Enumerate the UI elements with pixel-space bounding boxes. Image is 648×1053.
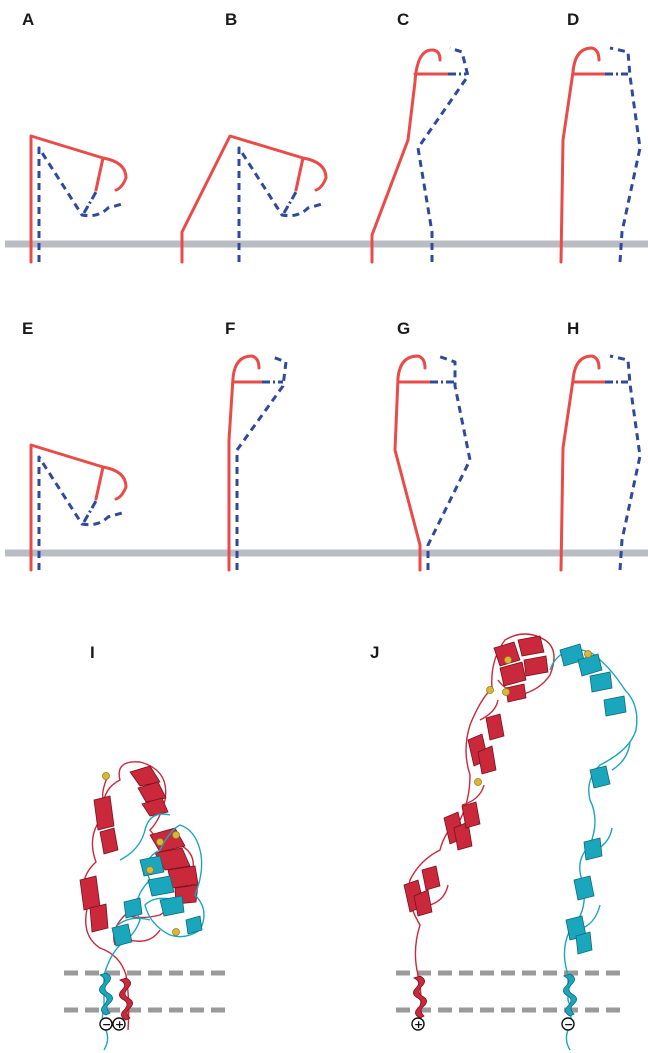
panel-j-extended-structure: J <box>370 633 638 1051</box>
beta-egf-domains-j <box>573 765 611 901</box>
metal-ions-j <box>474 650 592 786</box>
panel-label-j: J <box>370 643 379 662</box>
alpha-calf-domain-i <box>79 875 109 933</box>
alpha-subunit-e <box>29 443 105 572</box>
beta-subunit-b <box>237 146 323 262</box>
charge-plus-label-i: + <box>115 1018 124 1031</box>
beta-tm-helix-i <box>98 972 113 1016</box>
alpha-thigh-domain-j <box>467 713 505 775</box>
alpha-head-a <box>101 156 128 192</box>
alpha-tm-helix-j <box>412 975 427 1019</box>
panel-e-bent: E <box>22 319 128 572</box>
alpha-subunit-c <box>370 48 442 264</box>
beta-subunit-c <box>416 46 470 262</box>
panel-label-i: I <box>90 643 95 662</box>
alpha-calf1-domain-j <box>443 801 481 851</box>
panel-label-d: D <box>567 10 579 29</box>
charge-minus-i: − <box>99 1017 113 1031</box>
beta-link-b <box>282 191 298 214</box>
panel-h-extended-separated: H <box>559 319 642 572</box>
alpha-subunit-g <box>393 354 427 572</box>
alpha-subunit-d <box>559 46 601 264</box>
panel-label-c: C <box>397 10 409 29</box>
panel-d-extended-closed: D <box>559 10 642 264</box>
charge-minus-label-i: − <box>102 1018 111 1031</box>
charge-plus-j: + <box>411 1017 425 1031</box>
charge-plus-i: + <box>112 1017 126 1031</box>
panel-label-b: B <box>225 10 237 29</box>
alpha-propeller-domain-j <box>493 635 549 703</box>
beta-subunit-e <box>37 455 123 570</box>
alpha-chain-coil-j <box>408 633 555 1031</box>
panel-label-e: E <box>22 319 33 338</box>
beta-subunit-a <box>37 146 123 262</box>
panel-label-f: F <box>225 319 235 338</box>
alpha-chain-loop-j <box>429 699 499 906</box>
alpha-tm-helix-i <box>118 977 133 1021</box>
alpha-head-e <box>101 465 128 501</box>
beta-link-a <box>82 191 98 214</box>
alpha-subunit-b <box>180 134 305 264</box>
metal-ions-i <box>102 772 180 936</box>
beta-chain-loop-i <box>117 813 171 926</box>
panel-c-extended: C <box>370 10 470 264</box>
panel-i-bent-structure: I <box>64 643 232 1051</box>
charge-plus-label-j: + <box>414 1018 423 1031</box>
alpha-subunit-h <box>559 354 601 572</box>
row-1-schematics: A B C D <box>5 10 648 264</box>
panel-a-bent: A <box>22 10 128 264</box>
beta-subunit-h <box>609 354 642 571</box>
beta-i-like-domain-j <box>559 643 627 717</box>
beta-subunit-g <box>426 354 472 570</box>
beta-i-like-domain-i <box>123 855 185 919</box>
beta-subunit-d <box>609 46 642 263</box>
beta-subunit-f <box>235 354 288 570</box>
panel-label-a: A <box>22 10 34 29</box>
charge-minus-j: − <box>561 1017 575 1031</box>
alpha-head-b <box>301 156 328 192</box>
beta-link-e <box>82 500 98 523</box>
beta-tail-domain-j <box>565 915 593 955</box>
alpha-subunit-a <box>29 134 105 264</box>
row-2-schematics: E F G H <box>5 319 648 572</box>
panel-label-g: G <box>397 319 410 338</box>
beta-egf-domains-i <box>111 915 203 947</box>
alpha-calf2-domain-j <box>403 865 441 917</box>
panel-g-extended-open-head: G <box>393 319 472 572</box>
alpha-thigh-domain-i <box>93 795 119 855</box>
panel-b-bent-separated: B <box>180 10 328 264</box>
panel-f-extended-closed: F <box>225 319 288 572</box>
beta-tm-helix-j <box>562 973 577 1017</box>
panel-label-h: H <box>567 319 579 338</box>
alpha-subunit-f <box>227 354 261 572</box>
charge-minus-label-j: − <box>564 1018 573 1031</box>
